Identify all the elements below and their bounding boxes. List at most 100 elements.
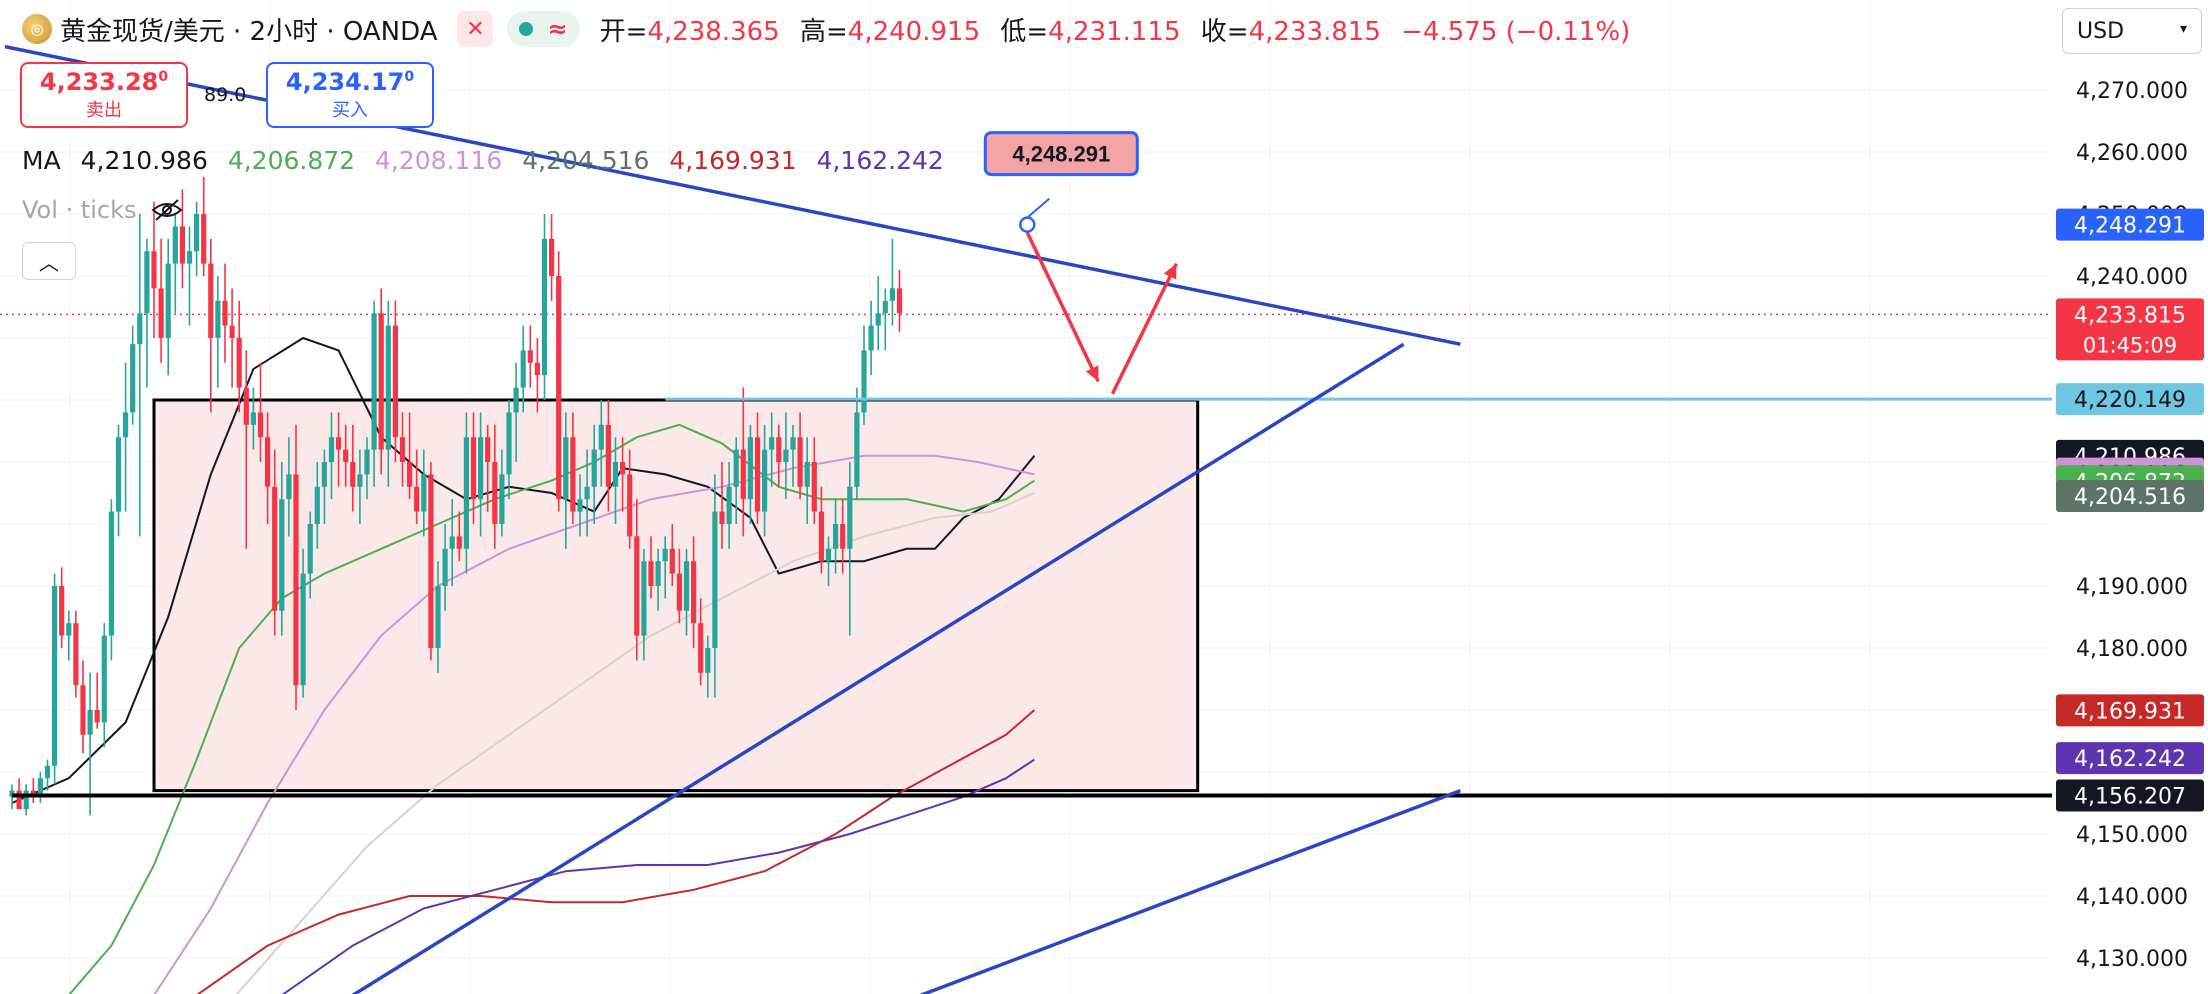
candle-body xyxy=(705,648,711,673)
candle-body xyxy=(818,511,824,562)
candle-body xyxy=(37,778,43,797)
candle-body xyxy=(236,338,242,388)
candle-body xyxy=(435,586,441,648)
price-tag-label: 4,248.291 xyxy=(2074,214,2186,239)
candle-body xyxy=(137,313,143,345)
eye-hidden-icon[interactable] xyxy=(150,197,184,223)
candle-body xyxy=(80,685,86,735)
candle-body xyxy=(612,462,619,487)
currency-select[interactable]: USD ▾ xyxy=(2062,8,2202,54)
candle-body xyxy=(194,214,200,252)
forecast-arrowhead xyxy=(1163,263,1177,280)
ma-value-6: 4,162.242 xyxy=(816,146,944,175)
chevron-down-icon: ▾ xyxy=(2179,21,2187,37)
candle-body xyxy=(179,226,185,264)
candle-body xyxy=(151,251,157,289)
gold-coin-icon: ◎ xyxy=(22,14,52,44)
ma-label: MA xyxy=(22,146,61,175)
candle-body xyxy=(378,313,384,450)
candle-body xyxy=(662,548,668,562)
candle-body xyxy=(371,313,377,450)
candle-body xyxy=(208,263,214,338)
candle-body xyxy=(293,474,299,686)
candle-body xyxy=(463,437,469,549)
candle-body xyxy=(158,288,164,338)
candle-body xyxy=(357,474,363,487)
forecast-arrowhead xyxy=(1085,365,1099,382)
candle-body xyxy=(584,486,590,500)
candle-body xyxy=(747,437,753,500)
candle-body xyxy=(861,350,867,413)
candle-body xyxy=(94,710,100,723)
price-axis-label: 4,130.000 xyxy=(2076,947,2188,972)
price-axis-label: 4,240.000 xyxy=(2076,265,2188,290)
candle-body xyxy=(811,462,817,512)
candle-body xyxy=(655,561,661,586)
candle-body xyxy=(286,474,292,500)
candle-body xyxy=(52,586,58,766)
candle-body xyxy=(762,449,768,512)
candle-body xyxy=(108,511,114,636)
candle-body xyxy=(130,344,136,413)
price-tag-8 xyxy=(2056,694,2204,727)
candle-body xyxy=(229,325,235,338)
price-tag-10 xyxy=(2056,779,2204,812)
delay-wave-icon: ≈ xyxy=(547,15,568,43)
ohlc-values: 开=4,238.365 高=4,240.915 低=4,231.115 收=4,… xyxy=(599,16,1631,47)
candle-body xyxy=(683,561,690,611)
collapse-legend-button[interactable]: ︿ xyxy=(22,242,76,280)
candle-body xyxy=(754,437,761,512)
sell-button[interactable]: 4,233.280 卖出 xyxy=(20,62,188,128)
candle-body xyxy=(201,214,207,264)
price-tag-label: 4,156.207 xyxy=(2074,785,2186,810)
candle-body xyxy=(442,548,448,586)
candle-body xyxy=(854,412,860,487)
candle-body xyxy=(456,536,462,549)
market-status[interactable]: ≈ xyxy=(507,11,580,47)
price-axis-label: 4,260.000 xyxy=(2076,141,2188,166)
price-tag-label: 4,233.815 xyxy=(2074,303,2186,328)
buy-button[interactable]: 4,234.170 买入 xyxy=(266,62,434,128)
candle-body xyxy=(790,437,796,450)
ma-line-5 xyxy=(196,709,1036,994)
forecast-arrow-2 xyxy=(1110,262,1178,395)
market-open-dot-icon xyxy=(519,22,534,36)
ma-legend[interactable]: MA 4,210.986 4,206.872 4,208.116 4,204.5… xyxy=(22,146,956,175)
candle-body xyxy=(840,524,846,549)
candle-body xyxy=(350,462,356,487)
change-value: −4.575 (−0.11%) xyxy=(1401,16,1631,47)
candle-body xyxy=(825,548,832,562)
candle-body xyxy=(620,462,626,475)
annotation-point xyxy=(1019,216,1036,233)
candle-body xyxy=(875,313,881,326)
ma-value-4: 4,204.516 xyxy=(522,146,650,175)
annotation-label: 4,248.291 xyxy=(1012,142,1110,167)
candle-body xyxy=(123,412,129,438)
candle-body xyxy=(520,350,526,388)
ma-value-3: 4,208.116 xyxy=(375,146,503,175)
candle-body xyxy=(449,536,455,549)
close-icon[interactable]: ✕ xyxy=(457,11,494,47)
ma-value-1: 4,210.986 xyxy=(80,146,208,175)
candle-body xyxy=(101,635,107,723)
volume-legend[interactable]: Vol · ticks xyxy=(22,196,184,224)
candle-body xyxy=(627,474,633,537)
candle-body xyxy=(605,424,611,487)
candle-body xyxy=(769,437,775,450)
volume-label: Vol · ticks xyxy=(22,196,137,224)
trendline-2 xyxy=(351,342,1405,994)
chart-header: ◎ 黄金现货/美元 · 2小时 · OANDA ✕ ≈ 开=4,238.365 … xyxy=(0,0,1642,58)
price-tag-label: 4,162.242 xyxy=(2074,747,2186,772)
candle-body xyxy=(392,325,398,438)
symbol-title[interactable]: 黄金现货/美元 · 2小时 · OANDA xyxy=(60,16,438,47)
price-axis-label: 4,150.000 xyxy=(2076,823,2188,848)
candle-body xyxy=(577,499,583,512)
price-tag-9 xyxy=(2056,742,2204,775)
candle-body xyxy=(66,623,72,636)
price-tag-7 xyxy=(2056,480,2204,513)
candle-body xyxy=(833,524,839,549)
candle-body xyxy=(144,251,150,314)
price-tag-2 xyxy=(2056,298,2204,361)
candle-body xyxy=(257,412,264,438)
